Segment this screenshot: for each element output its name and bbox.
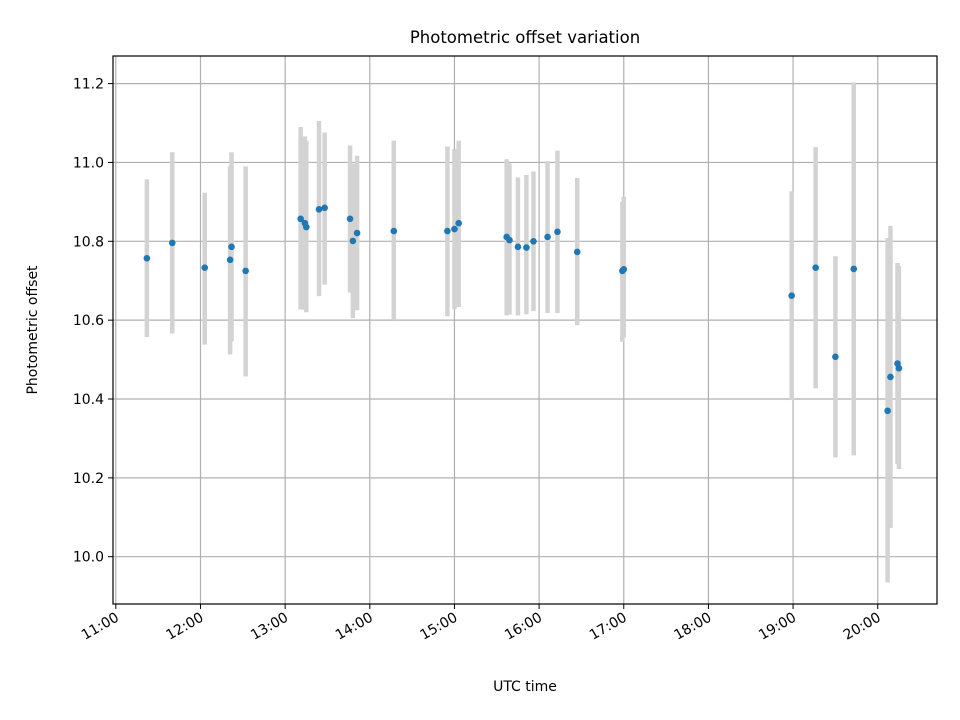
data-point [226, 256, 234, 264]
data-point [390, 227, 398, 235]
data-point [812, 264, 819, 272]
data-point [143, 254, 151, 262]
data-point [788, 292, 795, 300]
data-point [895, 364, 903, 372]
y-tick-label: 10.6 [73, 313, 104, 329]
data-point [349, 237, 357, 245]
data-point [168, 239, 176, 247]
data-point [242, 267, 249, 275]
data-point [444, 227, 451, 235]
data-point [228, 243, 235, 251]
data-point [455, 219, 462, 227]
x-axis-label: UTC time [493, 679, 557, 695]
y-axis-label: Photometric offset [25, 265, 41, 395]
data-points [143, 204, 903, 415]
chart-title: Photometric offset variation [410, 28, 640, 47]
data-point [201, 264, 209, 272]
data-point [530, 237, 537, 245]
y-tick-label: 10.8 [73, 234, 104, 250]
y-tick-label: 10.0 [73, 550, 104, 566]
plot-frame [112, 55, 938, 605]
data-point [506, 236, 513, 244]
data-point [315, 206, 323, 213]
data-point [523, 244, 530, 251]
data-point [850, 265, 858, 273]
y-tick-label: 11.0 [73, 155, 104, 171]
data-point [620, 265, 628, 273]
data-point [353, 229, 361, 237]
data-point [554, 228, 561, 236]
data-point [303, 223, 310, 231]
data-point [514, 243, 522, 251]
data-point [887, 373, 894, 381]
data-point [832, 353, 839, 361]
data-point [573, 248, 581, 256]
data-point [346, 215, 354, 223]
y-tick-label: 11.2 [73, 77, 104, 93]
data-point [884, 407, 891, 415]
y-tick-label: 10.4 [73, 392, 104, 408]
data-point [451, 225, 458, 233]
y-tick-label: 10.2 [73, 471, 104, 487]
data-point [544, 233, 551, 241]
data-point [297, 215, 304, 223]
y-axis: 10.0 10.2 10.4 10.6 10.8 11.0 11.2 [73, 77, 113, 566]
data-point [321, 204, 328, 212]
